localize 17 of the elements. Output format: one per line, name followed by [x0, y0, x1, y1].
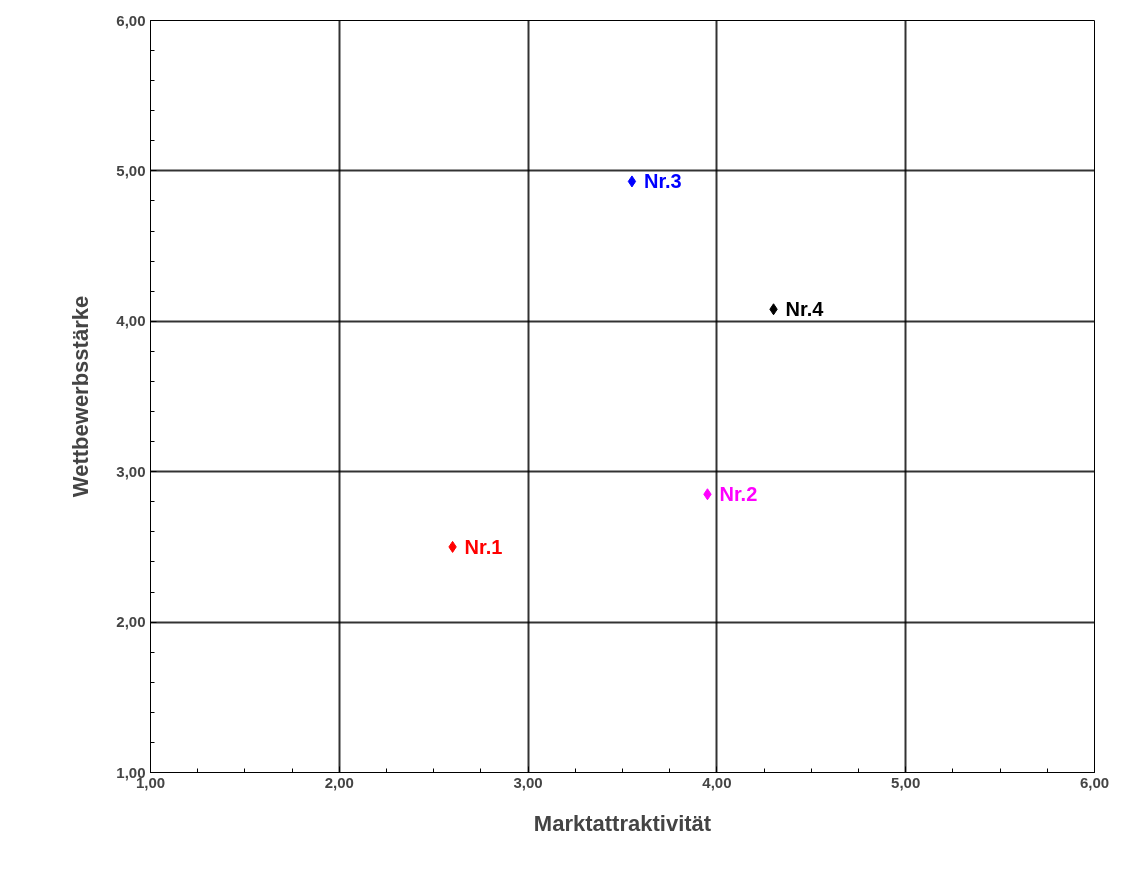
y-axis-title: Wettbewerbsstärke: [68, 295, 94, 498]
x-tick-label: 3,00: [513, 773, 543, 791]
y-tick-label: 3,00: [116, 462, 146, 480]
x-tick-label: 5,00: [891, 773, 921, 791]
series-label: Nr.4: [785, 298, 825, 321]
y-tick-label: 4,00: [116, 312, 146, 330]
x-tick-label: 6,00: [1079, 773, 1110, 791]
y-tick-label: 2,00: [116, 613, 146, 631]
y-tick-label: 6,00: [116, 11, 146, 29]
series-label: Nr.2: [719, 483, 758, 506]
x-tick-label: 4,00: [702, 773, 732, 791]
series-label: Nr.1: [464, 535, 503, 558]
x-tick-label: 2,00: [324, 773, 354, 791]
x-axis-title: Marktattraktivität: [533, 810, 712, 836]
series-label: Nr.3: [643, 170, 682, 193]
point: [627, 175, 637, 188]
y-tick-label: 5,00: [116, 161, 146, 179]
